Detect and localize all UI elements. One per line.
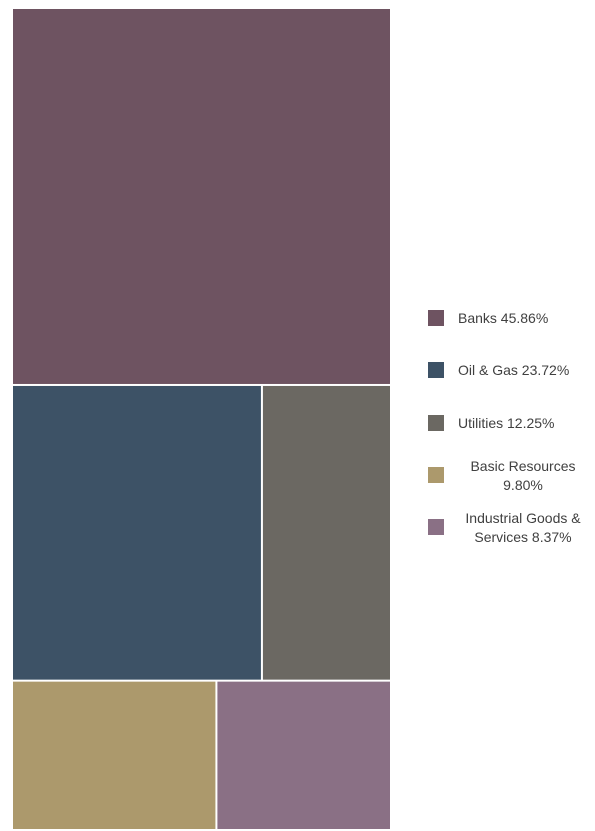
tile-utilities xyxy=(262,385,390,680)
legend-label: Utilities 12.25% xyxy=(458,415,555,431)
legend-item-utilities: Utilities 12.25% xyxy=(428,415,555,431)
legend-swatch xyxy=(428,467,444,483)
tile-oil-and-gas xyxy=(13,385,261,680)
legend-swatch xyxy=(428,415,444,431)
legend-label: Oil & Gas 23.72% xyxy=(458,362,569,378)
legend-label: Banks 45.86% xyxy=(458,310,548,326)
legend-item-industrial-goods-and-services: Industrial Goods & Services 8.37% xyxy=(428,510,581,545)
tile-industrial-goods-and-services xyxy=(217,681,390,829)
legend-label: 9.80% xyxy=(503,477,543,493)
legend-item-basic-resources: Basic Resources 9.80% xyxy=(428,458,576,493)
treemap-tiles xyxy=(13,9,390,829)
legend-swatch xyxy=(428,362,444,378)
legend-swatch xyxy=(428,519,444,535)
legend-label: Basic Resources xyxy=(470,458,575,474)
legend: Banks 45.86% Oil & Gas 23.72% Utilities 12… xyxy=(428,310,581,545)
legend-label: Industrial Goods & xyxy=(465,510,581,526)
legend-item-oil-and-gas: Oil & Gas 23.72% xyxy=(428,362,569,378)
legend-swatch xyxy=(428,310,444,326)
legend-item-banks: Banks 45.86% xyxy=(428,310,548,326)
tile-basic-resources xyxy=(13,681,216,829)
legend-label: Services 8.37% xyxy=(474,529,571,545)
tile-banks xyxy=(13,9,390,384)
